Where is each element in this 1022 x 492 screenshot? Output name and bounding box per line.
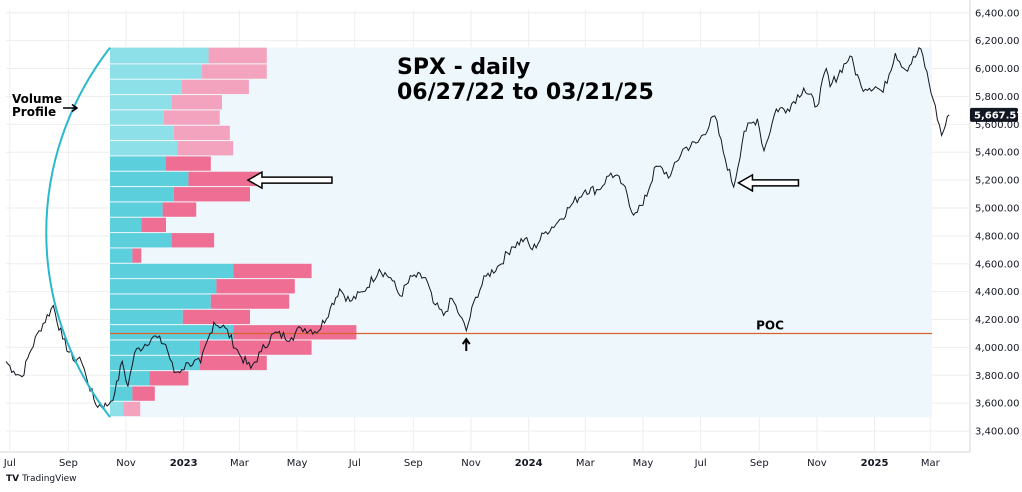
last-price-label: 5,667.57: [974, 110, 1022, 121]
y-tick-label: 5,600.00: [975, 120, 1020, 131]
volume-profile-down-bar: [216, 279, 295, 294]
volume-profile-up-bar: [110, 263, 234, 279]
volume-profile-pointer-icon: [63, 103, 79, 113]
volume-profile-up-bar: [110, 248, 133, 263]
volume-profile-down-bar: [141, 217, 166, 233]
volume-profile-down-bar: [182, 309, 250, 325]
x-tick-label: Nov: [116, 458, 136, 469]
volume-profile-up-bar: [110, 47, 209, 64]
price-line: [5, 47, 950, 410]
y-tick-label: 3,400.00: [975, 427, 1020, 438]
x-tick-label: Sep: [404, 458, 423, 469]
x-tick-label: Sep: [750, 458, 769, 469]
x-tick-label: Mar: [921, 458, 941, 469]
volume-profile-up-bar: [110, 141, 178, 156]
y-tick-label: 4,800.00: [975, 231, 1020, 242]
left-arrow-icon: [246, 170, 333, 190]
tradingview-watermark: TV TradingView: [6, 474, 77, 484]
x-tick-label: Mar: [576, 458, 596, 469]
x-tick-label: May: [287, 458, 308, 469]
volume-profile-up-bar: [110, 294, 211, 309]
volume-profile-up-bar: [110, 217, 142, 233]
y-tick-label: 5,400.00: [975, 148, 1020, 159]
volume-profile-up-bar: [110, 325, 234, 340]
x-tick-label: Nov: [461, 458, 481, 469]
x-tick-label: Nov: [807, 458, 827, 469]
y-tick-label: 6,000.00: [975, 64, 1020, 75]
volume-profile-down-bar: [181, 79, 249, 95]
volume-profile-down-bar: [173, 187, 250, 202]
volume-profile-up-bar: [110, 156, 166, 171]
volume-profile-down-bar: [233, 263, 312, 279]
left-arrow-icon: [736, 173, 800, 193]
volume-profile-down-bar: [166, 156, 211, 171]
volume-profile-down-bar: [149, 371, 189, 386]
volume-profile-up-bar: [110, 202, 163, 217]
x-tick-label: Mar: [230, 458, 250, 469]
x-tick-label: Jul: [348, 458, 361, 469]
volume-profile-up-bar: [110, 171, 189, 187]
volume-profile-down-bar: [210, 294, 290, 309]
volume-profile-up-bar: [110, 95, 172, 110]
volume-profile-up-bar: [110, 309, 183, 325]
chart-title-line: 06/27/22 to 03/21/25: [397, 80, 654, 105]
x-tick-label: Jul: [3, 458, 16, 469]
volume-profile-up-bar: [110, 125, 174, 141]
volume-profile-down-bar: [123, 401, 141, 417]
volume-profile-down-bar: [199, 355, 267, 371]
y-tick-label: 5,200.00: [975, 176, 1020, 187]
volume-profile-down-bar: [199, 340, 312, 355]
up-arrow-icon: [461, 337, 471, 352]
volume-profile-up-bar: [110, 64, 202, 79]
y-tick-label: 4,400.00: [975, 287, 1020, 298]
volume-profile-down-bar: [162, 202, 197, 217]
x-tick-label: Jul: [694, 458, 707, 469]
x-tick-label: 2024: [515, 458, 543, 469]
volume-profile-up-bar: [110, 340, 200, 355]
volume-profile-down-bar: [173, 125, 230, 141]
volume-profile-up-bar: [110, 401, 124, 417]
y-tick-label: 5,800.00: [975, 92, 1020, 103]
last-price-badge: [970, 107, 1018, 122]
volume-profile-down-bar: [132, 386, 155, 401]
volume-profile-down-bar: [233, 325, 357, 340]
x-tick-label: 2023: [170, 458, 198, 469]
poc-label: POC: [756, 318, 784, 332]
y-tick-label: 3,600.00: [975, 399, 1020, 410]
chart-title-line: SPX - daily: [397, 55, 530, 80]
tradingview-brand: TradingView: [22, 474, 77, 484]
x-tick-label: 2025: [861, 458, 889, 469]
volume-profile-down-bar: [163, 110, 220, 125]
volume-profile-down-bar: [132, 248, 142, 263]
tradingview-logo: TV: [6, 474, 20, 484]
y-tick-label: 4,000.00: [975, 343, 1020, 354]
volume-profile-up-bar: [110, 279, 217, 294]
volume-profile-area: [110, 47, 932, 418]
y-tick-label: 5,000.00: [975, 203, 1020, 214]
volume-profile-down-bar: [171, 233, 215, 248]
volume-profile-down-bar: [188, 171, 262, 187]
volume-profile-up-bar: [110, 79, 182, 95]
x-tick-label: May: [633, 458, 654, 469]
y-tick-label: 6,200.00: [975, 36, 1020, 47]
volume-profile-up-bar: [110, 187, 174, 202]
y-tick-label: 3,800.00: [975, 371, 1020, 382]
volume-profile-bracket: [45, 47, 111, 418]
y-tick-label: 6,400.00: [975, 8, 1020, 19]
volume-profile-down-bar: [177, 141, 234, 156]
volume-profile-up-bar: [110, 233, 172, 248]
volume-profile-down-bar: [201, 64, 267, 79]
volume-profile-label: Volume Profile: [12, 92, 62, 119]
volume-profile-down-bar: [208, 47, 267, 64]
volume-profile-up-bar: [110, 110, 164, 125]
volume-profile-down-bar: [171, 95, 222, 110]
y-tick-label: 4,600.00: [975, 259, 1020, 270]
y-tick-label: 4,200.00: [975, 315, 1020, 326]
x-tick-label: Sep: [59, 458, 78, 469]
